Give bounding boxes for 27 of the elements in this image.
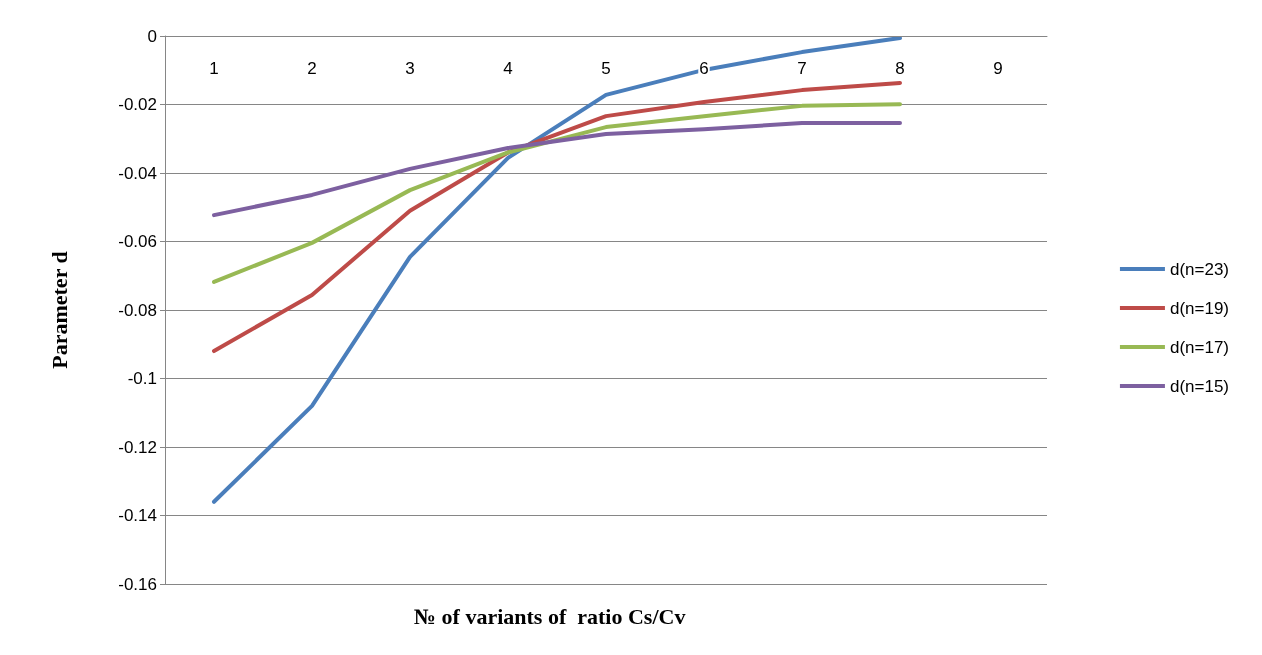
line-series <box>212 121 902 218</box>
y-tick-label: -0.06 <box>118 232 157 251</box>
x-tick-label: 1 <box>209 59 219 78</box>
y-axis-title: Parameter d <box>46 251 72 369</box>
x-tick-label: 8 <box>895 59 905 78</box>
x-tick-label: 2 <box>307 59 317 78</box>
y-tick-label: -0.1 <box>127 369 157 388</box>
y-tick-label: -0.16 <box>118 574 157 594</box>
legend-label: d(n=23) <box>1169 259 1230 279</box>
legend-label: d(n=19) <box>1169 298 1230 318</box>
line-series <box>212 102 902 284</box>
x-tick-label: 3 <box>405 59 415 78</box>
y-tick-label: -0.14 <box>118 506 157 525</box>
x-axis-title: № of variants of ratio Cs/Cv <box>414 603 686 629</box>
legend-label: d(n=17) <box>1169 337 1230 357</box>
line-series <box>212 36 902 504</box>
y-tick-label: -0.12 <box>118 437 157 457</box>
x-tick-label: 9 <box>993 59 1003 78</box>
x-tick-label: 7 <box>797 59 807 78</box>
y-tick-label: -0.08 <box>118 300 157 320</box>
x-tick-label: 4 <box>503 59 513 78</box>
y-tick-label: -0.04 <box>118 163 157 183</box>
x-tick-label: 5 <box>601 59 611 78</box>
y-tick-label: 0 <box>147 26 157 46</box>
legend-label: d(n=15) <box>1169 376 1230 396</box>
line-series <box>212 80 902 354</box>
y-tick-label: -0.02 <box>118 95 157 114</box>
